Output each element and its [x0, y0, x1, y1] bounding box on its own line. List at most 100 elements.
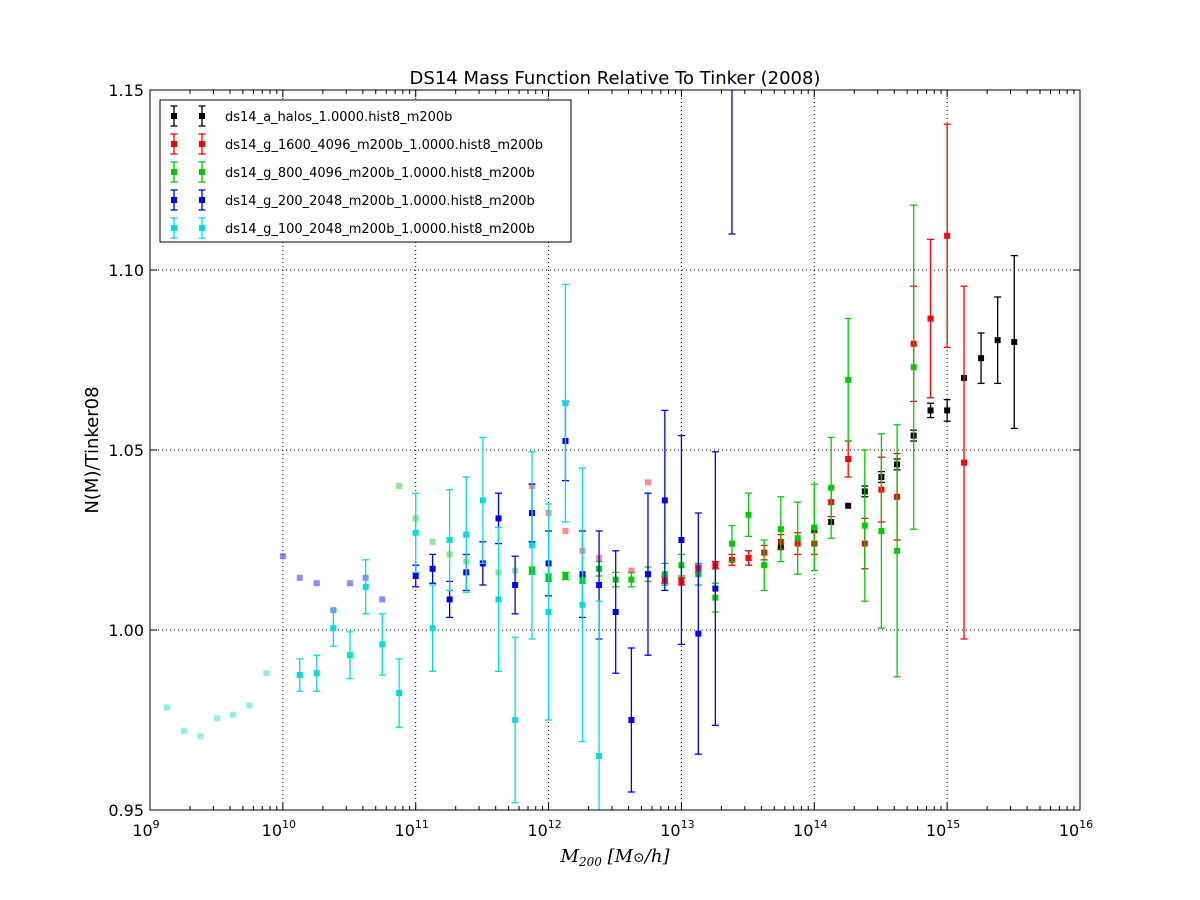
data-point — [845, 502, 852, 509]
data-point — [330, 625, 337, 632]
data-point — [811, 524, 818, 531]
data-point — [861, 522, 868, 529]
data-point — [978, 355, 985, 362]
y-tick-label: 1.10 — [108, 261, 144, 280]
data-point — [246, 702, 253, 709]
legend-item: ds14_g_800_4096_m200b_1.0000.hist8_m200b — [170, 161, 535, 183]
data-point — [628, 576, 635, 583]
data-point — [296, 574, 303, 581]
data-point — [214, 715, 221, 722]
legend-marker — [171, 197, 177, 203]
x-tick-label: 1013 — [660, 818, 694, 840]
data-point — [346, 652, 353, 659]
data-point — [596, 582, 603, 588]
x-tick-label: 1010 — [262, 818, 296, 840]
y-tick-label: 1.15 — [108, 81, 144, 100]
data-point — [728, 540, 735, 547]
legend-marker — [199, 141, 205, 147]
legend-marker — [199, 113, 205, 119]
data-point — [712, 585, 719, 592]
data-point — [163, 704, 170, 711]
data-point — [927, 315, 934, 322]
data-point — [562, 400, 569, 407]
data-point — [379, 596, 386, 603]
legend-label: ds14_g_100_2048_m200b_1.0000.hist8_m200b — [225, 222, 535, 237]
data-point — [263, 670, 270, 677]
data-point — [661, 497, 668, 504]
data-point — [429, 625, 436, 632]
data-point — [579, 601, 586, 608]
y-tick-label: 0.95 — [108, 801, 144, 820]
x-tick-label: 1015 — [926, 818, 960, 840]
data-point — [628, 567, 635, 574]
data-point — [512, 582, 519, 588]
series-2 — [528, 123, 968, 640]
data-series — [163, 51, 1018, 810]
data-point — [678, 537, 685, 543]
data-point — [910, 364, 917, 371]
legend-label: ds14_g_200_2048_m200b_1.0000.hist8_m200b — [225, 194, 535, 209]
data-point — [1011, 339, 1018, 345]
data-point — [279, 553, 286, 560]
x-tick-label: 109 — [132, 818, 159, 840]
data-point — [412, 529, 419, 536]
data-point — [961, 459, 968, 466]
data-point — [761, 562, 768, 569]
legend-marker — [199, 197, 205, 203]
data-point — [695, 630, 702, 637]
data-point — [562, 528, 569, 534]
data-point — [528, 542, 535, 549]
data-point — [313, 670, 320, 677]
data-point — [429, 538, 436, 545]
legend-marker — [171, 113, 177, 119]
data-point — [878, 528, 885, 534]
y-tick-label: 1.05 — [108, 441, 144, 460]
data-point — [927, 407, 934, 414]
data-point — [828, 484, 835, 491]
data-point — [446, 537, 453, 543]
legend-item: ds14_g_100_2048_m200b_1.0000.hist8_m200b — [170, 217, 535, 239]
data-point — [512, 717, 519, 723]
y-axis-label: N(M)/Tinker08 — [82, 386, 103, 513]
data-point — [396, 690, 403, 696]
data-point — [197, 733, 204, 740]
data-point — [296, 672, 303, 678]
data-point — [944, 232, 951, 239]
x-tick-label: 1011 — [395, 818, 429, 840]
data-point — [729, 51, 735, 57]
data-point — [612, 609, 619, 615]
axis-ticks: 109 1010 1011 1012 1013 1014 1015 1016 0.95 1.00 1… — [108, 81, 1093, 840]
data-point — [429, 565, 436, 572]
data-point — [463, 531, 470, 538]
data-point — [495, 515, 502, 522]
x-tick-label: 1014 — [793, 818, 827, 840]
data-point — [745, 555, 752, 561]
data-point — [362, 583, 369, 590]
legend-item: ds14_a_halos_1.0000.hist8_m200b — [170, 105, 452, 127]
legend-item: ds14_g_1600_4096_m200b_1.0000.hist8_m200… — [170, 133, 543, 155]
data-point — [777, 526, 784, 533]
data-point — [845, 376, 852, 383]
legend-label: ds14_a_halos_1.0000.hist8_m200b — [225, 110, 452, 125]
x-tick-label: 1016 — [1059, 818, 1093, 840]
series-5 — [163, 283, 603, 810]
data-point — [628, 717, 635, 723]
data-point — [562, 573, 569, 579]
data-point — [412, 573, 419, 579]
x-tick-label: 1012 — [527, 818, 561, 840]
legend-marker — [171, 169, 177, 175]
data-point — [446, 596, 453, 603]
legend-box — [159, 99, 572, 243]
data-point — [346, 580, 353, 587]
legend-marker — [171, 141, 177, 147]
legend-marker — [171, 225, 177, 231]
data-point — [794, 535, 801, 542]
data-point — [894, 547, 901, 554]
data-point — [845, 456, 852, 462]
legend-marker — [199, 169, 205, 175]
x-axis-label: M200 [M⊙/h] — [560, 846, 671, 869]
legend-label: ds14_g_1600_4096_m200b_1.0000.hist8_m200… — [225, 138, 543, 153]
data-point — [180, 727, 187, 734]
data-point — [313, 580, 320, 587]
